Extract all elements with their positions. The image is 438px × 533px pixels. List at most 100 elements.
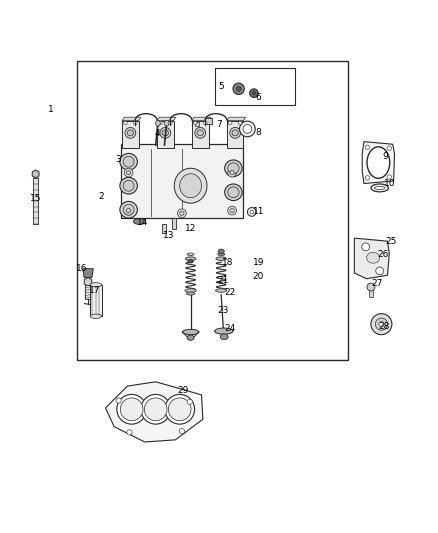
Ellipse shape (185, 257, 196, 261)
Circle shape (124, 168, 133, 177)
Polygon shape (155, 120, 160, 126)
Circle shape (120, 398, 143, 421)
Polygon shape (84, 277, 92, 286)
Circle shape (387, 146, 392, 150)
Circle shape (127, 430, 132, 435)
Text: 18: 18 (222, 257, 233, 266)
Circle shape (141, 394, 170, 424)
Bar (77, 61, 348, 360)
Bar (195, 122, 199, 126)
Polygon shape (122, 117, 141, 120)
Text: 28: 28 (378, 322, 390, 331)
Text: 8: 8 (255, 127, 261, 136)
Circle shape (180, 211, 184, 215)
Circle shape (243, 125, 252, 133)
Bar (215, 68, 295, 105)
Ellipse shape (215, 289, 227, 292)
Ellipse shape (127, 130, 134, 136)
Text: 29: 29 (177, 386, 189, 395)
Circle shape (230, 208, 234, 213)
Ellipse shape (187, 335, 194, 340)
Text: 26: 26 (377, 250, 389, 259)
Polygon shape (32, 170, 39, 178)
Text: 13: 13 (163, 231, 174, 240)
Text: 3: 3 (116, 155, 121, 164)
Polygon shape (192, 117, 211, 120)
Ellipse shape (123, 156, 134, 167)
Polygon shape (362, 142, 395, 183)
Circle shape (159, 121, 162, 125)
Circle shape (179, 429, 184, 434)
Ellipse shape (367, 147, 390, 179)
Ellipse shape (174, 168, 207, 203)
Ellipse shape (228, 163, 239, 174)
Circle shape (362, 243, 370, 251)
Bar (122, 120, 139, 148)
Ellipse shape (371, 184, 389, 192)
Ellipse shape (188, 260, 194, 263)
Text: 4: 4 (155, 129, 161, 138)
Circle shape (127, 208, 131, 213)
Circle shape (365, 176, 370, 180)
Circle shape (169, 121, 172, 125)
Text: 12: 12 (185, 223, 196, 232)
Ellipse shape (90, 282, 102, 287)
Text: 24: 24 (224, 324, 236, 333)
Text: 23: 23 (218, 305, 229, 314)
Ellipse shape (182, 329, 199, 335)
Ellipse shape (120, 154, 138, 170)
Circle shape (379, 321, 384, 327)
Ellipse shape (215, 328, 233, 334)
Text: 16: 16 (76, 264, 87, 273)
Circle shape (238, 121, 242, 125)
Circle shape (177, 209, 186, 217)
Circle shape (236, 86, 241, 92)
Text: 14: 14 (137, 219, 148, 228)
Text: 2: 2 (98, 192, 104, 201)
Ellipse shape (218, 249, 224, 253)
Polygon shape (164, 120, 169, 126)
Text: 5: 5 (218, 82, 224, 91)
Ellipse shape (225, 160, 242, 176)
Circle shape (252, 92, 256, 95)
Circle shape (168, 398, 191, 421)
Ellipse shape (160, 127, 171, 138)
Text: 1: 1 (48, 105, 54, 114)
Text: 17: 17 (89, 286, 100, 295)
Circle shape (187, 399, 192, 405)
Ellipse shape (120, 177, 138, 194)
Circle shape (194, 121, 197, 125)
Ellipse shape (195, 127, 205, 138)
Text: 20: 20 (253, 272, 264, 280)
Circle shape (117, 394, 147, 424)
Polygon shape (227, 117, 246, 120)
Circle shape (124, 206, 133, 215)
Bar (90, 285, 102, 316)
Text: 9: 9 (382, 152, 388, 161)
Circle shape (250, 89, 258, 98)
Polygon shape (157, 117, 176, 120)
Circle shape (376, 267, 384, 275)
Circle shape (134, 121, 137, 125)
Circle shape (229, 121, 232, 125)
Polygon shape (106, 382, 203, 442)
Ellipse shape (220, 334, 228, 340)
Bar (192, 120, 208, 148)
Ellipse shape (232, 130, 238, 136)
Ellipse shape (90, 314, 102, 318)
Circle shape (228, 168, 237, 177)
Text: 27: 27 (371, 279, 383, 288)
Ellipse shape (218, 253, 225, 256)
Text: 10: 10 (384, 179, 395, 188)
Circle shape (230, 171, 234, 175)
Text: 19: 19 (253, 257, 264, 266)
Ellipse shape (123, 180, 134, 191)
Bar (205, 118, 212, 124)
Circle shape (124, 121, 127, 125)
Circle shape (371, 313, 392, 335)
Polygon shape (354, 238, 389, 279)
Bar (157, 120, 173, 148)
Ellipse shape (230, 127, 240, 138)
Circle shape (204, 121, 207, 125)
Circle shape (250, 210, 254, 214)
